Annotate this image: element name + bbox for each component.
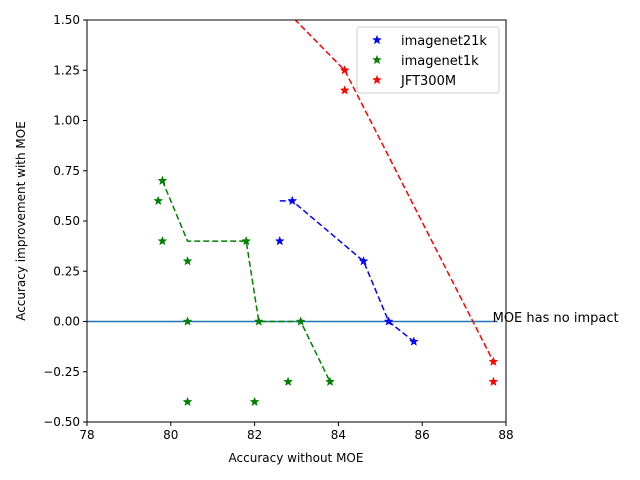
y-tick-label: 0.25 [53,264,80,278]
data-point-imagenet1k [153,195,164,206]
data-point-JFT300M [488,376,499,387]
data-point-imagenet1k [182,255,193,266]
data-point-imagenet1k [157,175,168,186]
x-tick-label: 82 [247,428,262,442]
legend-marker-imagenet1k [372,54,382,65]
ref-line-label: MOE has no impact [493,311,619,326]
y-tick-label: 1.50 [53,13,80,27]
y-tick-label: 0.00 [53,315,80,329]
data-point-imagenet1k [325,376,335,387]
legend-marker-JFT300M [372,74,382,85]
x-axis-ticks: 78 80 82 84 86 88 [79,422,514,442]
y-tick-label: 1.00 [53,114,80,128]
x-tick-label: 84 [331,428,346,442]
data-point-imagenet1k [249,396,260,407]
data-point-imagenet21k [383,316,394,326]
frontier-line-imagenet21k [279,200,415,343]
y-tick-label: −0.25 [43,365,80,379]
x-tick-label: 80 [163,428,178,442]
data-point-JFT300M [339,65,350,75]
y-tick-label: 0.50 [53,214,80,228]
y-tick-label: 0.75 [53,164,80,178]
data-point-imagenet21k [287,195,298,206]
data-point-JFT300M [488,356,499,366]
data-point-imagenet21k [274,235,285,246]
data-point-imagenet1k [182,316,193,326]
legend-box [356,26,500,94]
series-lines [87,20,498,383]
data-point-imagenet1k [182,396,193,407]
x-tick-label: 78 [79,428,94,442]
y-tick-label: 1.25 [53,63,80,77]
data-point-imagenet1k [295,316,306,326]
data-point-imagenet1k [253,316,264,326]
legend-label-JFT300M: JFT300M [400,74,456,89]
legend-marker-imagenet21k [372,34,382,45]
frontier-line-JFT300M [294,20,495,363]
x-tick-label: 88 [498,428,513,442]
data-point-imagenet1k [157,235,168,246]
data-point-imagenet21k [408,336,419,346]
y-tick-label: −0.50 [43,415,80,429]
y-axis-ticks: −0.50 −0.25 0.00 0.25 0.50 0.75 1.00 1.25 1.50 [43,13,87,429]
data-point-JFT300M [339,85,350,95]
x-tick-label: 86 [415,428,430,442]
x-axis-label: Accuracy without MOE [229,451,364,465]
legend-label-imagenet1k: imagenet1k [401,54,479,69]
frontier-line-imagenet1k [161,180,331,383]
data-point-imagenet1k [283,376,294,387]
data-point-imagenet1k [241,235,252,246]
data-point-imagenet21k [358,255,369,266]
y-axis-label: Accuracy improvement with MOE [14,121,28,321]
legend-label-imagenet21k: imagenet21k [401,34,487,49]
series-points [153,65,499,407]
legend: imagenet21k imagenet1k JFT300M [356,26,500,94]
